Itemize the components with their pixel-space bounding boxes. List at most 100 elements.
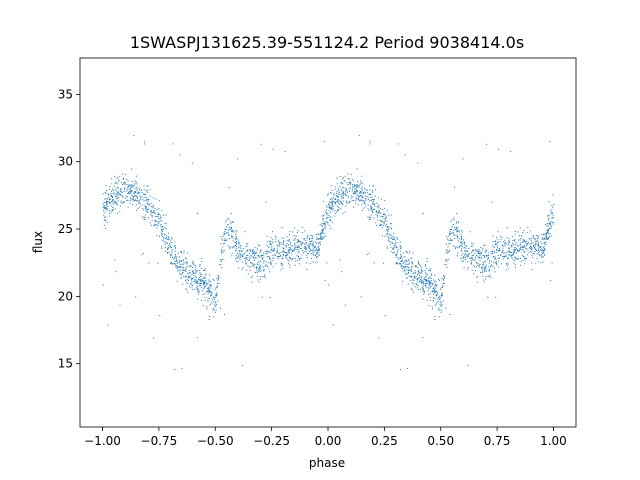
data-point (349, 181, 350, 183)
data-point (442, 286, 443, 288)
data-point (367, 198, 369, 200)
data-point (386, 234, 388, 236)
data-point (361, 204, 363, 206)
data-point (211, 293, 213, 295)
data-point (545, 236, 547, 238)
data-point (407, 272, 409, 274)
data-point (340, 203, 342, 205)
data-point (260, 255, 262, 257)
data-point (296, 254, 298, 256)
data-point (116, 178, 118, 180)
data-point (465, 247, 467, 249)
data-point (118, 187, 119, 189)
data-point (323, 214, 325, 216)
data-point (121, 190, 123, 192)
data-point (167, 236, 169, 238)
data-point (183, 269, 185, 271)
data-point (396, 262, 398, 264)
data-point (103, 201, 105, 203)
data-point (357, 195, 359, 197)
data-point (115, 188, 117, 190)
data-point (131, 191, 133, 193)
data-point (342, 212, 344, 214)
data-point (249, 249, 251, 251)
data-point (328, 203, 330, 205)
data-point (484, 245, 486, 246)
data-point (242, 247, 244, 249)
data-point (463, 267, 465, 269)
data-point (254, 247, 256, 249)
data-point (134, 195, 136, 196)
data-point (515, 243, 517, 245)
data-point (109, 198, 111, 200)
data-point (512, 258, 514, 260)
data-point (481, 252, 483, 254)
data-point (255, 252, 257, 254)
data-point (149, 195, 151, 197)
data-point (282, 263, 284, 265)
data-point (264, 265, 266, 267)
data-point (348, 178, 350, 180)
data-point (453, 232, 455, 234)
data-point (184, 270, 186, 271)
data-point (484, 281, 485, 283)
data-point (473, 273, 475, 275)
data-point (141, 191, 143, 193)
data-point (136, 200, 138, 202)
data-point (534, 248, 536, 250)
data-point (438, 316, 440, 318)
data-point (111, 196, 113, 197)
data-point (309, 263, 311, 265)
data-point (372, 185, 374, 187)
data-point (369, 193, 371, 195)
data-point (408, 266, 410, 268)
data-point (195, 269, 197, 271)
data-point (550, 228, 552, 229)
data-point (404, 272, 406, 274)
data-point (192, 260, 194, 262)
data-point (543, 234, 545, 236)
data-point (143, 185, 145, 187)
data-point (526, 248, 528, 250)
data-point (460, 245, 462, 247)
data-point (373, 203, 374, 205)
data-point (267, 265, 268, 267)
data-point (146, 211, 148, 213)
data-point (341, 178, 343, 180)
data-point (343, 177, 344, 179)
data-point (450, 221, 452, 223)
data-point (467, 268, 469, 270)
data-point (133, 192, 135, 194)
data-point (199, 284, 201, 286)
data-point (215, 293, 217, 295)
data-point (182, 272, 184, 274)
data-point (289, 249, 291, 251)
data-point (240, 253, 242, 255)
data-point (321, 225, 323, 227)
data-point (152, 204, 154, 206)
data-point (203, 277, 205, 279)
data-point (522, 232, 524, 234)
data-point (299, 241, 301, 243)
data-point (272, 148, 274, 150)
data-point (184, 257, 186, 259)
data-point (269, 271, 270, 273)
data-point (129, 199, 131, 201)
data-point (321, 222, 323, 224)
data-point (544, 254, 546, 256)
data-point (342, 197, 344, 199)
data-point (220, 260, 222, 262)
data-point (549, 232, 551, 234)
data-point (546, 236, 548, 238)
data-point (332, 208, 334, 210)
data-point (525, 241, 526, 243)
data-point (490, 253, 492, 255)
data-point (501, 236, 503, 238)
data-point (152, 212, 154, 213)
data-point (539, 249, 541, 251)
data-point (368, 185, 370, 187)
data-point (255, 257, 257, 259)
data-point (548, 222, 550, 224)
data-point (224, 240, 226, 242)
data-point (301, 249, 303, 251)
